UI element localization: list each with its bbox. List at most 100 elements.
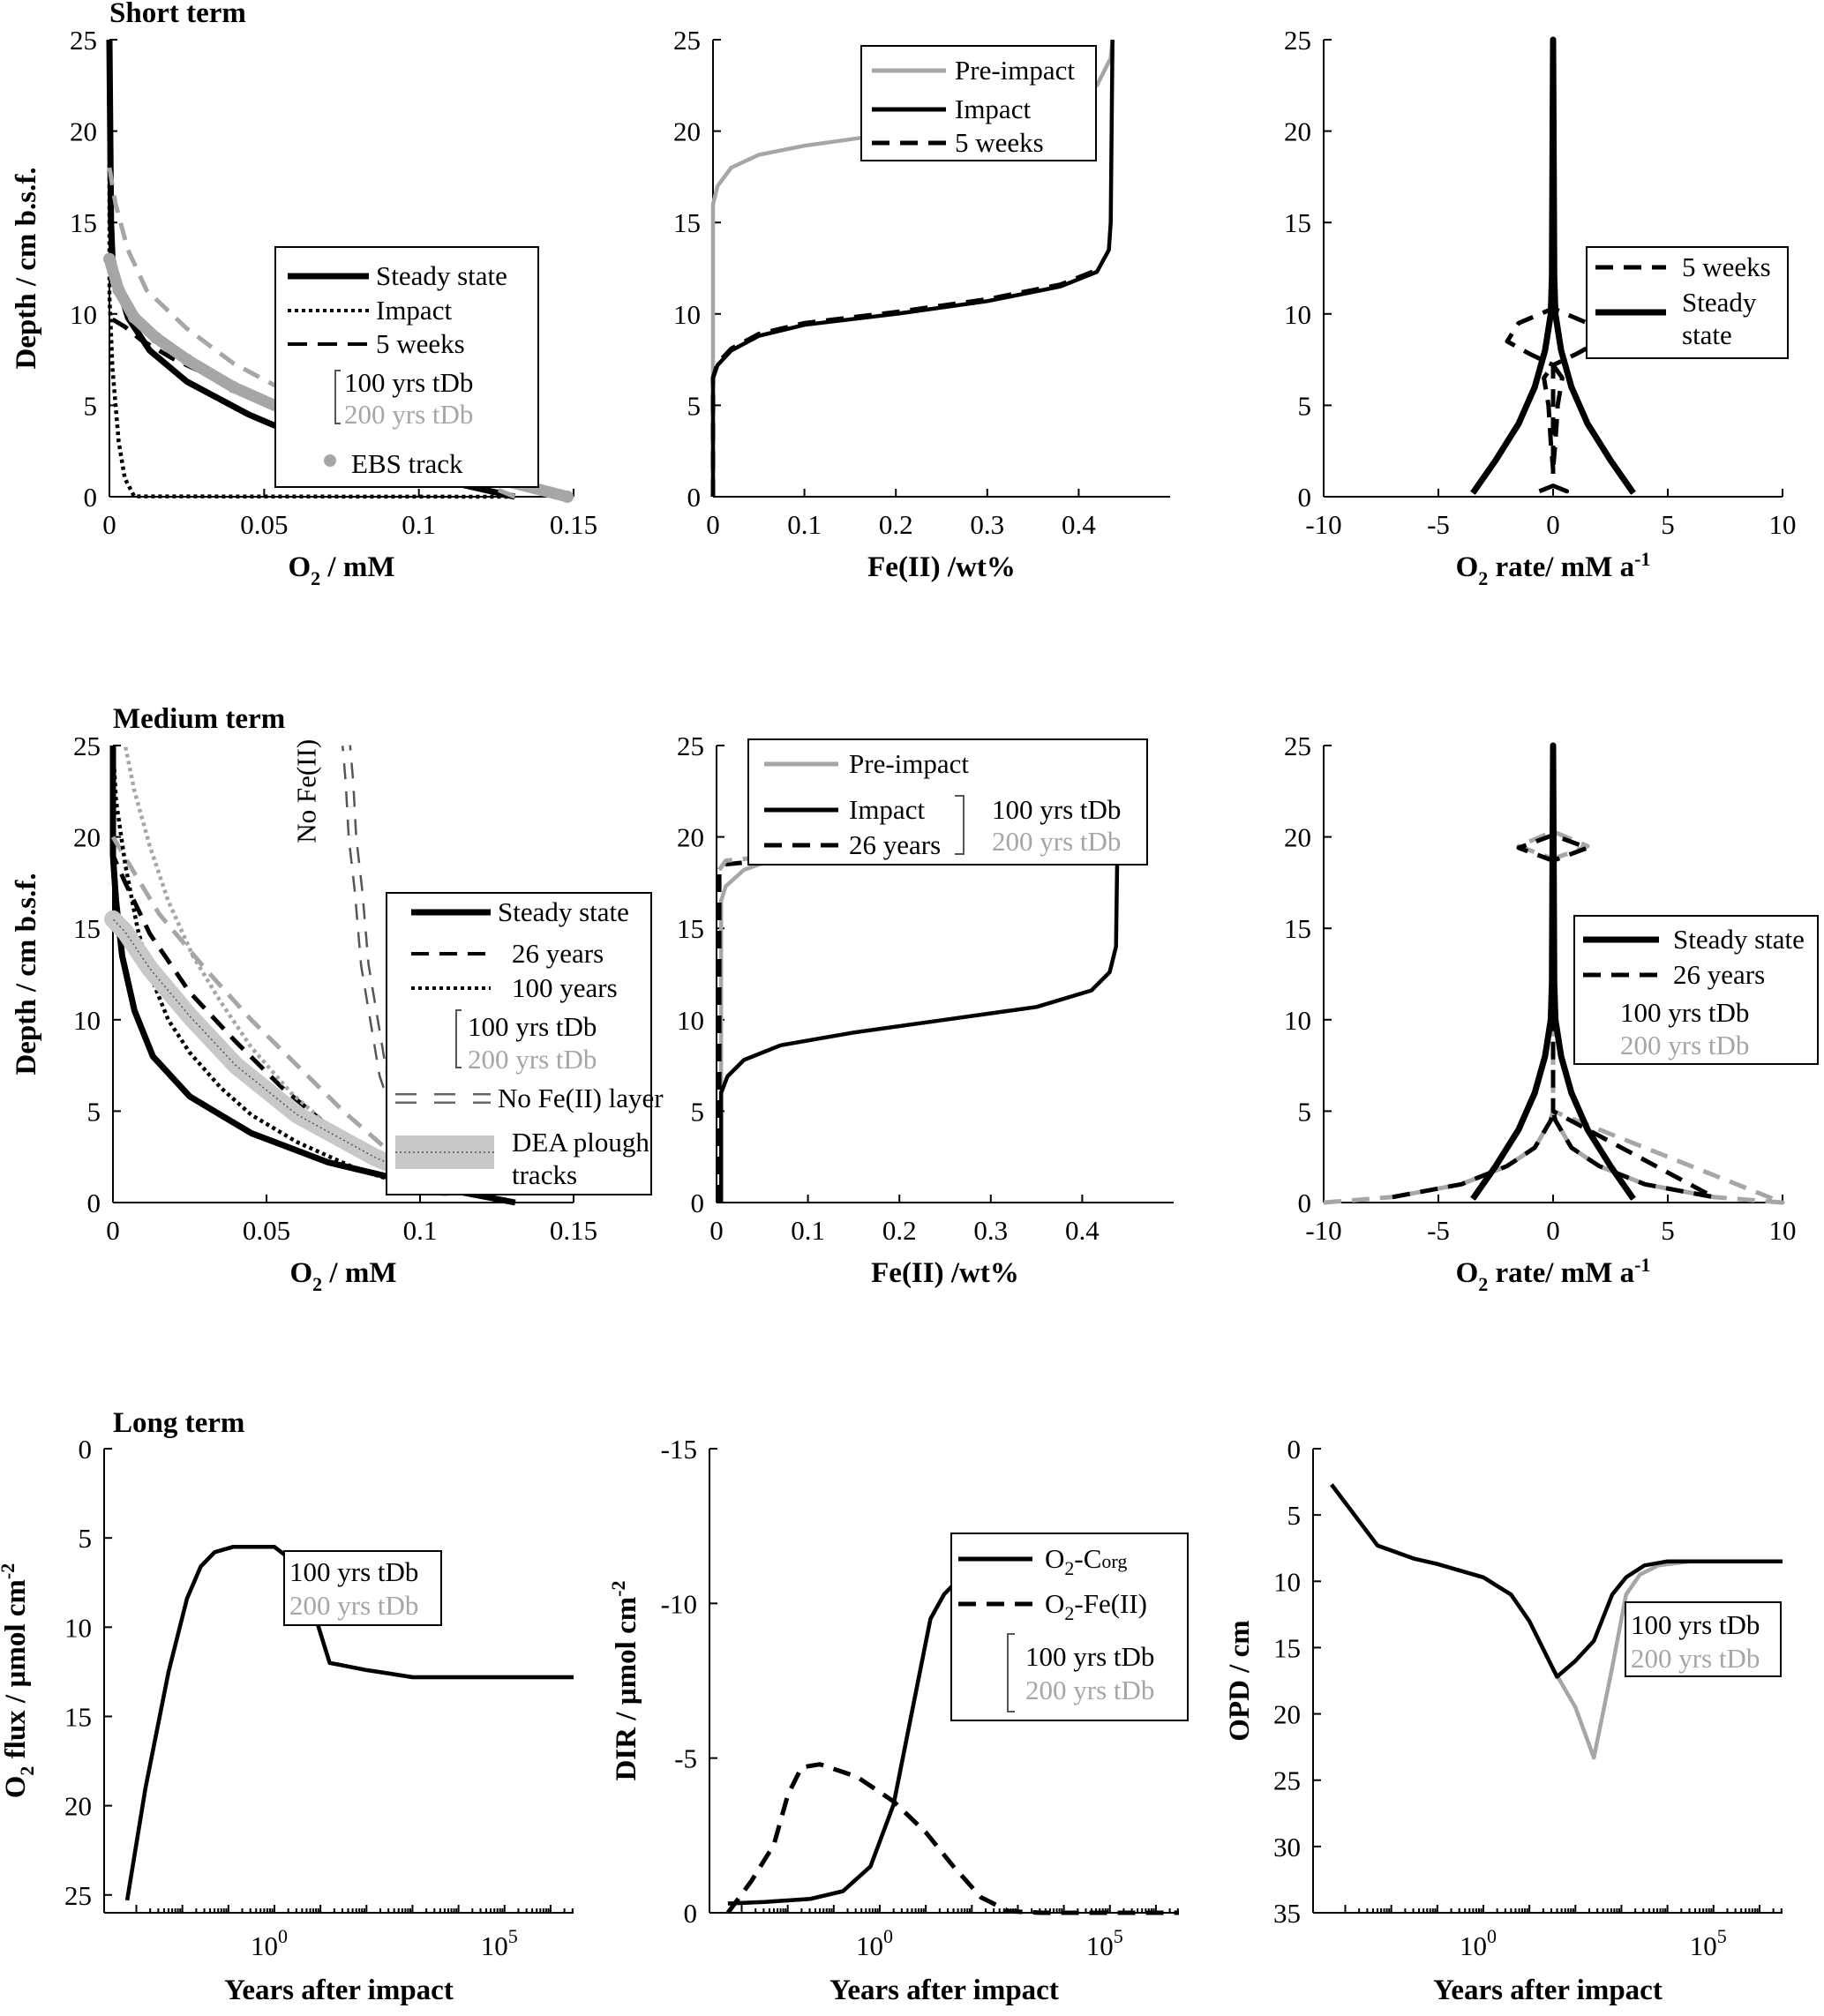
y-tick-label: 25 — [677, 731, 704, 761]
y-tick-label: 0 — [691, 1188, 705, 1218]
x-axis-label: Years after impact — [224, 1975, 454, 2006]
y-tick-label: 25 — [673, 25, 701, 56]
chart-a2: 0 5 10 15 20 25 0 0.1 0.2 0.3 0.4 Fe(II) /wt% — [673, 25, 1170, 583]
legend-bracket — [955, 795, 965, 855]
y-tick-label: 25 — [64, 1880, 92, 1911]
x-axis-label: Fe(II) /wt% — [867, 551, 1016, 583]
series-26-years-100-yrs-tdb — [110, 854, 424, 1187]
series-26-years-100-yrs-tdb — [717, 828, 1120, 1203]
legend-label: Impact — [955, 94, 1031, 124]
y-tick-label: 0 — [687, 482, 702, 513]
x-axis-label: Years after impact — [829, 1975, 1059, 2006]
y-tick-label: -5 — [674, 1743, 697, 1774]
x-tick-label: 0 — [1546, 1215, 1560, 1246]
y-tick-label: -15 — [661, 1434, 697, 1465]
series-steady-state — [1470, 742, 1636, 1201]
legend-b3: Steady state 26 years 100 yrs tDb 200 yr… — [1573, 915, 1819, 1065]
legend-label: Steady state — [1673, 924, 1805, 955]
y-tick-label: 20 — [73, 822, 101, 853]
legend-bracket — [1007, 1633, 1015, 1712]
row-title-medium: Medium term — [113, 703, 285, 735]
legend-label: Pre-impact — [955, 55, 1075, 86]
legend-label: 26 years — [849, 829, 941, 860]
legend-label: 100 yrs tDb — [468, 1011, 597, 1042]
series-5-weeks — [1505, 306, 1602, 494]
x-tick-label: 105 — [1086, 1925, 1123, 1961]
series-steady-state — [109, 746, 516, 1206]
x-tick-label: 5 — [1661, 1215, 1675, 1246]
legend-label: 200 yrs tDb — [1025, 1675, 1154, 1705]
legend-label: 200 yrs tDb — [289, 1590, 418, 1621]
chart-a3: 0 5 10 15 20 25 -10 -5 0 5 10 O2 rate/ mM a-1 — [1284, 25, 1797, 589]
ebs-point — [112, 283, 125, 296]
legend-label: 200 yrs tDb — [1620, 1030, 1749, 1060]
y-tick-label: 15 — [1284, 913, 1311, 944]
y-tick-label: 5 — [691, 1096, 705, 1127]
row-title-long: Long term — [113, 1407, 244, 1439]
y-tick-label: 20 — [673, 116, 701, 147]
y-tick-label: 0 — [1298, 1188, 1312, 1218]
y-tick-label: 25 — [73, 731, 101, 761]
ebs-point — [128, 311, 141, 324]
x-tick-label: 0.1 — [402, 509, 436, 540]
x-tick-label: 10 — [1769, 1215, 1797, 1246]
y-tick-label: 25 — [70, 25, 97, 56]
legend-box — [1586, 246, 1789, 359]
x-tick-label: 0.1 — [787, 509, 822, 540]
series-100-yrs-tdb — [1330, 1483, 1783, 1679]
legend-label: 100 years — [512, 972, 618, 1003]
legend-a1: Steady state Impact 5 weeks 100 yrs tDb … — [274, 246, 539, 488]
y-tick-label: 10 — [64, 1612, 92, 1643]
legend-box — [747, 738, 1148, 866]
legend-b2: Pre-impact Impact 26 years 100 yrs tDb 2… — [747, 738, 1148, 866]
y-tick-label: 15 — [70, 207, 97, 238]
y-tick-label: 20 — [1284, 822, 1311, 853]
legend-c3: 100 yrs tDb 200 yrs tDb — [1625, 1601, 1782, 1677]
x-axis-label: O2 rate/ mM a-1 — [1456, 548, 1651, 589]
y-tick-label: 10 — [1284, 299, 1311, 330]
x-axis-label: O2 / mM — [290, 1257, 397, 1295]
y-tick-label: 5 — [1287, 1500, 1302, 1531]
legend-box — [274, 246, 539, 488]
legend-box — [950, 1533, 1189, 1721]
y-tick-label: 25 — [1284, 25, 1311, 56]
legend-label: EBS track — [351, 448, 463, 479]
y-tick-label: 30 — [1273, 1832, 1301, 1862]
x-tick-label: -5 — [1427, 1215, 1450, 1246]
y-tick-label: 5 — [84, 390, 98, 421]
legend-label: 100 yrs tDb — [1620, 997, 1749, 1028]
legend-label: 5 weeks — [376, 328, 465, 359]
legend-label: DEA plough tracks — [512, 1127, 657, 1190]
y-tick-label: 10 — [1273, 1566, 1301, 1597]
legend-label: 200 yrs tDb — [344, 399, 473, 430]
x-tick-label: 0 — [1546, 509, 1560, 540]
legend-label: Steady state — [1682, 287, 1763, 350]
legend-label: No Fe(II) layer — [498, 1083, 664, 1113]
x-tick-label: 0.4 — [1062, 509, 1096, 540]
y-tick-label: 5 — [79, 1523, 93, 1554]
x-tick-label: -10 — [1305, 509, 1341, 540]
ebs-point — [227, 380, 240, 393]
chart-c3: 0 5 10 15 20 25 30 35 100 105 Years after impact OP… — [1224, 1434, 1783, 2006]
x-tick-label: -10 — [1305, 1215, 1341, 1246]
y-tick-label: 20 — [1284, 116, 1311, 147]
series-dea-plough-tracks — [104, 910, 454, 1197]
legend-label: 200 yrs tDb — [468, 1044, 597, 1075]
legend-c2: O2-Corg O2-Fe(II) 100 yrs tDb 200 yrs tD… — [950, 1533, 1189, 1721]
y-axis-label: O2 flux / µmol cm-2 — [0, 1563, 38, 1799]
x-axis-label: Fe(II) /wt% — [871, 1257, 1019, 1289]
series-impact — [107, 40, 515, 499]
row-title-short: Short term — [109, 0, 246, 29]
x-tick-label: 0.1 — [403, 1215, 438, 1246]
chart-b1: 0 5 10 15 20 25 0 0.05 0.1 0.15 O2 / mM Depth / cm … — [11, 731, 597, 1295]
x-tick-label: 100 — [856, 1925, 893, 1961]
legend-label: 100 yrs tDb — [344, 367, 473, 398]
x-tick-label: -5 — [1427, 509, 1450, 540]
series-100-years-100-yrs-tdb — [110, 745, 406, 1187]
legend-label: O2-Fe(II) — [1045, 1588, 1147, 1624]
chart-c1: 0 5 10 15 20 25 100 105 Years after impact O2 flu… — [0, 1434, 574, 2006]
legend-label: 26 years — [512, 938, 604, 969]
y-tick-label: 10 — [673, 299, 701, 330]
y-tick-label: 0 — [1287, 1434, 1302, 1465]
legend-c1: 100 yrs tDb 200 yrs tDb — [283, 1550, 442, 1626]
